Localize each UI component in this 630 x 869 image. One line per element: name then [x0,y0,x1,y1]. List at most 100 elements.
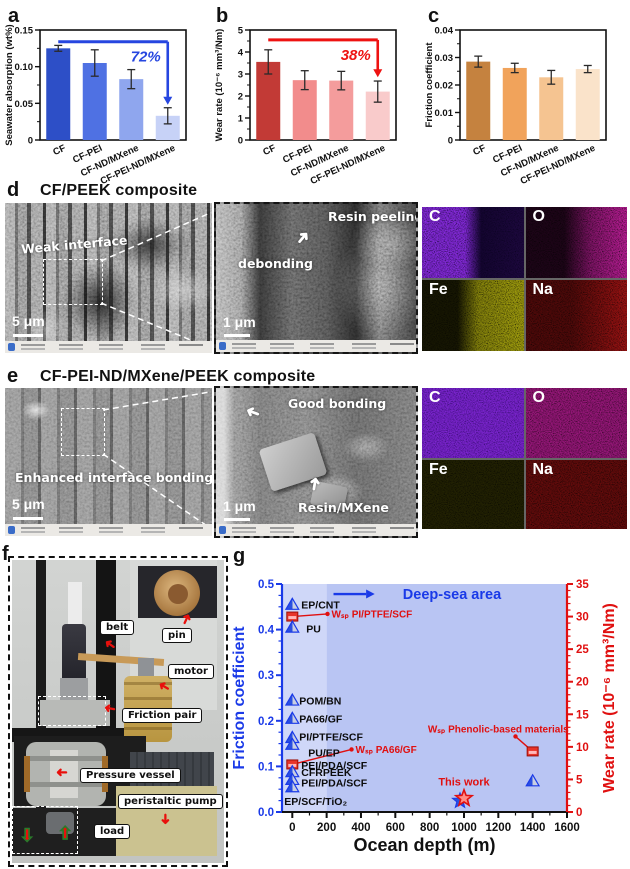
eds-label-C: C [429,389,441,406]
svg-text:Wₛₚ Phenolic-based materials: Wₛₚ Phenolic-based materials [428,724,569,735]
friction-pair-highlight-box [38,696,106,726]
spindle [62,624,86,682]
svg-text:Wear rate (10⁻⁶ mm³/Nm): Wear rate (10⁻⁶ mm³/Nm) [214,29,225,142]
svg-text:CF: CF [51,143,67,158]
callout-friction-pair: Friction pair [122,708,203,723]
eds-map-C: C [422,207,524,278]
scale-bar [224,334,250,337]
sem-annotation-good-bonding: Good bonding [288,396,387,411]
sem-metadata-bar [216,340,416,352]
svg-text:15: 15 [576,709,589,721]
svg-text:0.01: 0.01 [435,108,454,119]
svg-text:0.15: 0.15 [15,26,34,37]
sem-image-cf-peek-overview: Weak interface 5 μm [5,203,212,353]
sem-annotation-enhanced-bonding: Enhanced interface bonding [15,470,212,485]
svg-text:1000: 1000 [451,822,477,834]
load-arrow-up-icon: ⬆ [57,824,73,844]
sem-image-modified-closeup: Good bonding ➜ ➜ Resin/MXene 1 μm [214,386,418,538]
sem-image-modified-overview: Enhanced interface bonding 5 μm [5,388,212,536]
frame-column [96,560,116,735]
sem-annotation-debonding: debonding [238,256,313,271]
red-arrow-icon: ➜ [56,765,68,781]
svg-text:0.05: 0.05 [15,99,34,110]
svg-text:POM/BN: POM/BN [299,695,341,707]
eds-map-Fe: Fe [422,280,524,351]
zoom-region-box [61,408,105,456]
eds-label-Na: Na [532,281,553,298]
svg-text:Seawater absorption (wt%): Seawater absorption (wt%) [4,24,15,145]
svg-text:1600: 1600 [554,822,580,834]
sem-metadata-bar [216,524,416,536]
sem-logo-icon [219,526,226,534]
scale-bar [13,517,43,520]
callout-peristaltic-pump: peristaltic pump [118,794,223,809]
motor-cap [138,658,154,680]
svg-text:0.1: 0.1 [258,761,275,773]
eds-map-Fe: Fe [422,459,524,529]
svg-text:0: 0 [448,136,453,147]
svg-text:25: 25 [576,644,589,656]
svg-text:PU: PU [306,623,321,635]
eds-map-grid-modified: C O Fe Na [422,388,627,529]
svg-text:800: 800 [420,822,439,834]
svg-text:Deep-sea area: Deep-sea area [403,587,502,603]
eds-map-C: C [422,388,524,458]
svg-text:EP/SCF/TiO₂: EP/SCF/TiO₂ [284,796,347,808]
eds-label-Na: Na [532,460,553,478]
svg-text:Wₛₚ PA66/GF: Wₛₚ PA66/GF [356,745,417,756]
eds-map-Na: Na [525,459,627,529]
eds-map-grid-cf-peek: C O Fe Na [422,207,627,351]
svg-text:38%: 38% [341,47,371,64]
test-rig-photo-frame: belt pin motor Friction pair Pressure vessel… [8,556,228,867]
eds-label-Fe: Fe [429,281,448,298]
svg-text:Wear rate (10⁻⁶ mm³/Nm): Wear rate (10⁻⁶ mm³/Nm) [601,603,618,793]
scale-bar-label: 1 μm [223,314,256,330]
scale-bar-label: 5 μm [12,496,45,512]
scale-bar [13,334,43,337]
svg-text:4: 4 [238,48,244,59]
svg-text:Wₛₚ PI/PTFE/SCF: Wₛₚ PI/PTFE/SCF [331,609,412,620]
pin-inset [138,566,217,618]
svg-text:Friction coefficient: Friction coefficient [231,626,248,770]
svg-text:1: 1 [238,114,244,125]
panel-letter-f: f [2,543,9,565]
eds-label-C: C [429,208,441,225]
eds-map-Na: Na [525,280,627,351]
panel-letter-d: d [7,179,20,201]
svg-text:1400: 1400 [520,822,546,834]
svg-text:0.02: 0.02 [435,81,454,92]
svg-text:PA66/GF: PA66/GF [299,714,343,726]
sem-logo-icon [219,342,226,350]
panel-letter-b: b [216,5,229,27]
scale-bar-label: 5 μm [12,313,45,329]
callout-motor: motor [168,664,214,679]
svg-text:0.10: 0.10 [15,62,34,73]
svg-text:5: 5 [238,26,244,37]
svg-text:0: 0 [28,136,33,147]
spindle-collar [60,678,88,700]
svg-text:CF: CF [261,143,277,158]
svg-text:10: 10 [576,742,589,754]
sem-metadata-bar [5,524,212,536]
svg-text:0.4: 0.4 [258,625,275,637]
svg-text:PI/PTFE/SCF: PI/PTFE/SCF [299,732,363,744]
svg-text:3: 3 [238,70,243,81]
svg-text:20: 20 [576,677,589,689]
eds-map-O: O [525,388,627,458]
red-arrow-icon: ➜ [157,813,174,825]
svg-text:0.3: 0.3 [258,670,274,682]
sem-image-cf-peek-closeup: Resin peeling ➜ debonding 1 μm [214,202,418,354]
svg-text:PEI/PDA/SCF: PEI/PDA/SCF [301,778,368,790]
zoom-region-box [43,259,103,305]
load-highlight-box [12,806,78,854]
svg-text:0: 0 [576,807,582,819]
svg-text:0.5: 0.5 [258,579,275,591]
callout-pin: pin [162,628,192,643]
sem-annotation-resin-peeling: Resin peeling [328,209,418,224]
svg-text:PU/EP: PU/EP [308,748,340,760]
svg-text:CFRPEEK: CFRPEEK [301,767,352,779]
svg-text:72%: 72% [131,49,161,66]
